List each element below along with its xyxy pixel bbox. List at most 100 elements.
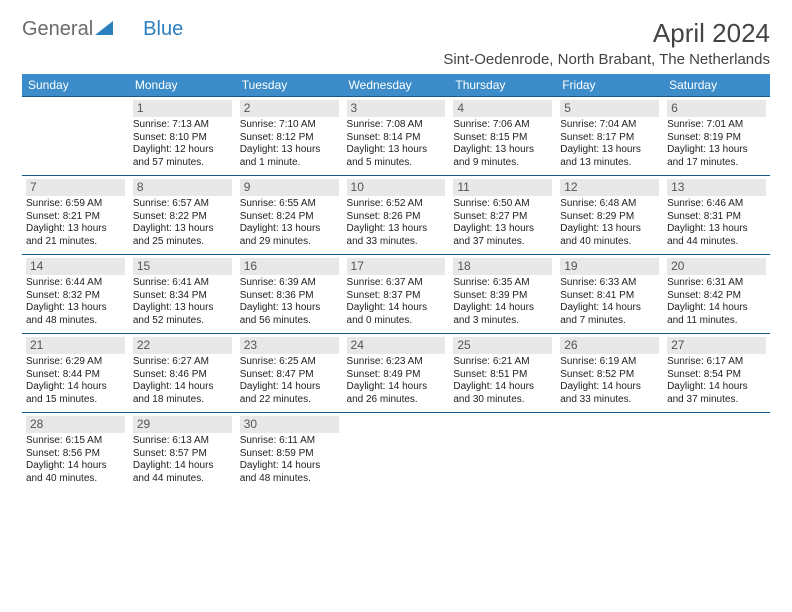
daylight-text: and 22 minutes. xyxy=(240,394,339,407)
sunrise-text: Sunrise: 6:41 AM xyxy=(133,277,232,290)
empty-cell xyxy=(343,413,450,492)
daylight-text: and 40 minutes. xyxy=(26,473,125,486)
daylight-text: Daylight: 13 hours xyxy=(453,144,552,157)
day-number: 11 xyxy=(453,179,552,196)
daylight-text: and 15 minutes. xyxy=(26,394,125,407)
sunset-text: Sunset: 8:46 PM xyxy=(133,369,232,382)
daylight-text: and 48 minutes. xyxy=(240,473,339,486)
sunset-text: Sunset: 8:51 PM xyxy=(453,369,552,382)
sunset-text: Sunset: 8:39 PM xyxy=(453,290,552,303)
sunrise-text: Sunrise: 6:59 AM xyxy=(26,198,125,211)
sunset-text: Sunset: 8:34 PM xyxy=(133,290,232,303)
day-number: 8 xyxy=(133,179,232,196)
logo-triangle-icon xyxy=(95,18,113,41)
daylight-text: Daylight: 13 hours xyxy=(133,223,232,236)
sunrise-text: Sunrise: 6:29 AM xyxy=(26,356,125,369)
day-number: 6 xyxy=(667,100,766,117)
daylight-text: and 37 minutes. xyxy=(667,394,766,407)
day-number: 18 xyxy=(453,258,552,275)
sunrise-text: Sunrise: 6:50 AM xyxy=(453,198,552,211)
day-cell: 6Sunrise: 7:01 AMSunset: 8:19 PMDaylight… xyxy=(663,97,770,176)
sunset-text: Sunset: 8:10 PM xyxy=(133,132,232,145)
day-cell: 25Sunrise: 6:21 AMSunset: 8:51 PMDayligh… xyxy=(449,334,556,413)
month-title: April 2024 xyxy=(443,18,770,49)
daylight-text: Daylight: 14 hours xyxy=(667,302,766,315)
daylight-text: Daylight: 13 hours xyxy=(667,223,766,236)
sunrise-text: Sunrise: 6:21 AM xyxy=(453,356,552,369)
day-cell: 5Sunrise: 7:04 AMSunset: 8:17 PMDaylight… xyxy=(556,97,663,176)
daylight-text: and 25 minutes. xyxy=(133,236,232,249)
day-cell: 1Sunrise: 7:13 AMSunset: 8:10 PMDaylight… xyxy=(129,97,236,176)
sunset-text: Sunset: 8:52 PM xyxy=(560,369,659,382)
day-cell: 17Sunrise: 6:37 AMSunset: 8:37 PMDayligh… xyxy=(343,255,450,334)
daylight-text: and 48 minutes. xyxy=(26,315,125,328)
sunset-text: Sunset: 8:37 PM xyxy=(347,290,446,303)
sunset-text: Sunset: 8:44 PM xyxy=(26,369,125,382)
sunrise-text: Sunrise: 7:06 AM xyxy=(453,119,552,132)
sunrise-text: Sunrise: 6:25 AM xyxy=(240,356,339,369)
sunrise-text: Sunrise: 6:19 AM xyxy=(560,356,659,369)
daylight-text: Daylight: 13 hours xyxy=(133,302,232,315)
day-number: 12 xyxy=(560,179,659,196)
logo-text-blue: Blue xyxy=(143,18,183,41)
day-cell: 30Sunrise: 6:11 AMSunset: 8:59 PMDayligh… xyxy=(236,413,343,492)
calendar-row: 7Sunrise: 6:59 AMSunset: 8:21 PMDaylight… xyxy=(22,176,770,255)
daylight-text: and 57 minutes. xyxy=(133,157,232,170)
sunset-text: Sunset: 8:41 PM xyxy=(560,290,659,303)
sunset-text: Sunset: 8:54 PM xyxy=(667,369,766,382)
day-cell: 29Sunrise: 6:13 AMSunset: 8:57 PMDayligh… xyxy=(129,413,236,492)
daylight-text: Daylight: 13 hours xyxy=(667,144,766,157)
day-number: 4 xyxy=(453,100,552,117)
day-number: 22 xyxy=(133,337,232,354)
sunrise-text: Sunrise: 6:57 AM xyxy=(133,198,232,211)
day-cell: 8Sunrise: 6:57 AMSunset: 8:22 PMDaylight… xyxy=(129,176,236,255)
empty-cell xyxy=(663,413,770,492)
day-cell: 3Sunrise: 7:08 AMSunset: 8:14 PMDaylight… xyxy=(343,97,450,176)
daylight-text: Daylight: 14 hours xyxy=(453,381,552,394)
daylight-text: Daylight: 13 hours xyxy=(453,223,552,236)
dow-friday: Friday xyxy=(556,74,663,97)
daylight-text: and 33 minutes. xyxy=(347,236,446,249)
daylight-text: Daylight: 13 hours xyxy=(347,223,446,236)
daylight-text: and 17 minutes. xyxy=(667,157,766,170)
sunset-text: Sunset: 8:14 PM xyxy=(347,132,446,145)
sunset-text: Sunset: 8:47 PM xyxy=(240,369,339,382)
day-number: 14 xyxy=(26,258,125,275)
daylight-text: Daylight: 13 hours xyxy=(560,144,659,157)
sunset-text: Sunset: 8:12 PM xyxy=(240,132,339,145)
daylight-text: Daylight: 13 hours xyxy=(240,302,339,315)
day-number: 10 xyxy=(347,179,446,196)
calendar-row: 21Sunrise: 6:29 AMSunset: 8:44 PMDayligh… xyxy=(22,334,770,413)
day-cell: 9Sunrise: 6:55 AMSunset: 8:24 PMDaylight… xyxy=(236,176,343,255)
dow-thursday: Thursday xyxy=(449,74,556,97)
page-header: General Blue April 2024 Sint-Oedenrode, … xyxy=(22,18,770,68)
sunrise-text: Sunrise: 6:27 AM xyxy=(133,356,232,369)
sunset-text: Sunset: 8:57 PM xyxy=(133,448,232,461)
sunrise-text: Sunrise: 6:44 AM xyxy=(26,277,125,290)
dow-monday: Monday xyxy=(129,74,236,97)
daylight-text: and 40 minutes. xyxy=(560,236,659,249)
sunset-text: Sunset: 8:24 PM xyxy=(240,211,339,224)
sunrise-text: Sunrise: 6:35 AM xyxy=(453,277,552,290)
day-number: 15 xyxy=(133,258,232,275)
day-cell: 7Sunrise: 6:59 AMSunset: 8:21 PMDaylight… xyxy=(22,176,129,255)
sunset-text: Sunset: 8:26 PM xyxy=(347,211,446,224)
day-cell: 13Sunrise: 6:46 AMSunset: 8:31 PMDayligh… xyxy=(663,176,770,255)
day-number: 19 xyxy=(560,258,659,275)
day-number: 3 xyxy=(347,100,446,117)
daylight-text: Daylight: 14 hours xyxy=(347,381,446,394)
calendar-body: 1Sunrise: 7:13 AMSunset: 8:10 PMDaylight… xyxy=(22,97,770,492)
daylight-text: Daylight: 14 hours xyxy=(133,381,232,394)
daylight-text: Daylight: 14 hours xyxy=(560,302,659,315)
daylight-text: and 5 minutes. xyxy=(347,157,446,170)
sunset-text: Sunset: 8:49 PM xyxy=(347,369,446,382)
day-number: 26 xyxy=(560,337,659,354)
sunrise-text: Sunrise: 7:08 AM xyxy=(347,119,446,132)
daylight-text: and 18 minutes. xyxy=(133,394,232,407)
sunrise-text: Sunrise: 6:48 AM xyxy=(560,198,659,211)
empty-cell xyxy=(556,413,663,492)
sunrise-text: Sunrise: 7:01 AM xyxy=(667,119,766,132)
sunrise-text: Sunrise: 7:13 AM xyxy=(133,119,232,132)
daylight-text: and 30 minutes. xyxy=(453,394,552,407)
daylight-text: Daylight: 12 hours xyxy=(133,144,232,157)
